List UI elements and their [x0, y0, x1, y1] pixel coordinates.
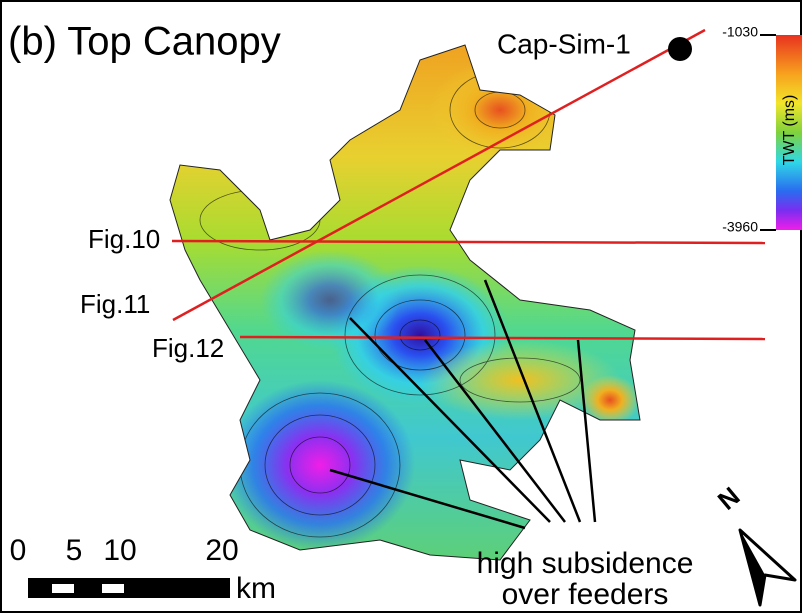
colorbar [776, 35, 802, 230]
scale-tick: 0 [10, 534, 27, 567]
section-lines [171, 28, 766, 341]
well-marker [668, 37, 692, 61]
section-label: Fig.11 [80, 289, 150, 319]
section-label: Fig.12 [152, 333, 224, 363]
annotation: over feeders [502, 578, 669, 611]
colorbar-bottom: -3960 [722, 219, 758, 235]
annotation: high subsidence [477, 547, 694, 580]
scale-tick: 10 [103, 534, 136, 567]
colorbar-label: TWT (ms) [781, 95, 798, 166]
north-arrow-half [740, 530, 765, 605]
well-label: Cap-Sim-1 [497, 28, 631, 59]
title: (b) Top Canopy [8, 20, 281, 64]
scale-unit: km [236, 572, 276, 605]
leader-lines [329, 279, 597, 530]
scale-tick: 5 [66, 534, 83, 567]
colorbar-top: -1030 [722, 24, 758, 40]
scale-bar [28, 578, 230, 598]
section-label: Fig.10 [88, 224, 160, 254]
scale-tick: 20 [205, 534, 238, 567]
